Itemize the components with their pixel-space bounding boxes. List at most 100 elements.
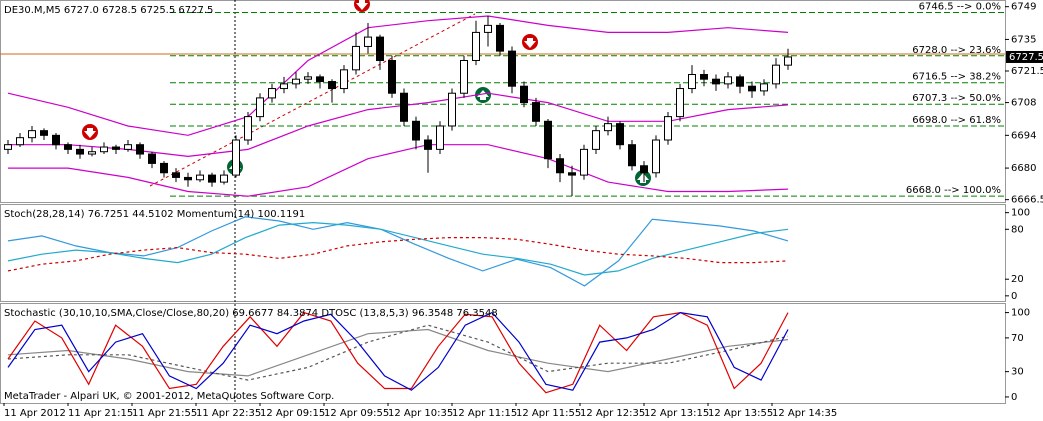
fib-label: 6716.5 --> 38.2% [912, 72, 1001, 83]
candle-body [352, 45, 360, 71]
candle-body [448, 92, 456, 127]
y-tick-label: 6735 [1011, 34, 1036, 45]
candle-body [136, 144, 144, 155]
candle-body [112, 146, 120, 150]
candle-body [424, 139, 432, 150]
candle-body [88, 151, 96, 155]
dtosc-pane [0, 303, 1006, 404]
fib-label: 6698.0 --> 61.8% [912, 115, 1001, 126]
fib-label: 6707.3 --> 50.0% [912, 93, 1001, 104]
sell-arrow [354, 0, 370, 12]
trend-line [149, 13, 476, 187]
candle-body [220, 174, 228, 183]
candle-body [340, 69, 348, 90]
candle-body [628, 144, 636, 167]
candle-body [160, 162, 168, 174]
y-tick-label: 30 [1011, 367, 1024, 378]
candle-body [712, 78, 720, 85]
candle-body [388, 59, 396, 94]
candle-body [496, 24, 504, 52]
indicator-line [8, 144, 789, 197]
copyright: MetaTrader - Alpari UK, © 2001-2012, Met… [4, 391, 334, 402]
indicator-line [7, 311, 789, 391]
x-tick-label: 11 Apr 2012 [4, 408, 66, 419]
candle-body [16, 137, 24, 146]
candle-body [580, 148, 588, 176]
x-tick-label: 12 Apr 13:15 [644, 408, 709, 419]
y-tick-label: 6694 [1011, 130, 1036, 141]
candle-body [196, 174, 204, 181]
y-tick-label: 0 [1011, 291, 1017, 302]
price-box [1006, 50, 1043, 63]
candle-body [532, 102, 540, 122]
x-tick-label: 12 Apr 11:15 [452, 408, 517, 419]
buy-arrow [635, 170, 651, 186]
buy-arrow [475, 87, 491, 103]
candle-body [244, 116, 252, 141]
x-tick-label: 12 Apr 09:15 [260, 408, 325, 419]
y-tick-label: 0 [1011, 392, 1017, 403]
candle-body [556, 158, 564, 174]
y-tick-label: 20 [1011, 274, 1024, 285]
candle-body [724, 76, 732, 85]
pane-title: Stochastic (30,10,10,SMA,Close/Close,80,… [4, 308, 498, 319]
y-tick-label: 100 [1011, 208, 1030, 219]
candle-body [412, 120, 420, 141]
y-tick-label: 6708 [1011, 98, 1036, 109]
candle-body [748, 85, 756, 92]
candle-body [52, 134, 60, 146]
candle-body [232, 139, 240, 176]
fib-label: 6746.5 --> 0.0% [919, 2, 1001, 13]
candle-body [208, 174, 216, 183]
candle-body [256, 97, 264, 118]
x-tick-label: 12 Apr 09:55 [324, 408, 389, 419]
candle-body [700, 74, 708, 80]
candle-body [304, 76, 312, 80]
pane-title: DE30.M,M5 6727.0 6728.5 6725.5 6727.5 [4, 5, 213, 16]
candle-body [364, 36, 372, 47]
candle-body [28, 130, 36, 139]
indicator-line [7, 311, 789, 394]
candle-body [148, 153, 156, 164]
y-tick-label: 70 [1011, 333, 1024, 344]
candle-body [376, 36, 384, 61]
candle-body [760, 83, 768, 92]
indicator-line [7, 237, 789, 272]
candle-body [472, 31, 480, 61]
candle-body [676, 88, 684, 118]
candle-body [100, 146, 108, 153]
candle-body [664, 116, 672, 141]
candle-body [772, 64, 780, 85]
candle-body [268, 88, 276, 99]
candle-body [4, 144, 12, 150]
candle-body [280, 83, 288, 90]
price-label: 6727.5 [1009, 52, 1043, 63]
candle-body [40, 130, 48, 136]
candle-body [292, 78, 300, 85]
x-tick-label: 11 Apr 21:15 [68, 408, 133, 419]
fib-label: 6668.0 --> 100.0% [906, 185, 1001, 196]
candle-body [328, 81, 336, 90]
candle-body [400, 92, 408, 122]
candle-body [688, 74, 696, 90]
candle-body [592, 130, 600, 150]
y-tick-label: 6721.5 [1011, 66, 1043, 77]
pane-title: Stoch(28,28,14) 76.7251 44.5102 Momentum… [4, 209, 305, 220]
x-tick-label: 12 Apr 14:35 [772, 408, 837, 419]
candle-body [172, 172, 180, 178]
candle-body [784, 56, 792, 66]
candle-body [460, 59, 468, 94]
candle-body [736, 76, 744, 87]
y-tick-label: 100 [1011, 308, 1030, 319]
x-tick-label: 12 Apr 10:35 [388, 408, 453, 419]
sell-arrow [522, 34, 538, 50]
candle-body [568, 172, 576, 176]
candle-body [76, 148, 84, 155]
x-tick-label: 11 Apr 21:55 [132, 408, 197, 419]
x-tick-label: 12 Apr 11:55 [516, 408, 581, 419]
y-tick-label: 6680 [1011, 163, 1036, 174]
candle-body [520, 85, 528, 104]
candle-body [184, 176, 192, 181]
